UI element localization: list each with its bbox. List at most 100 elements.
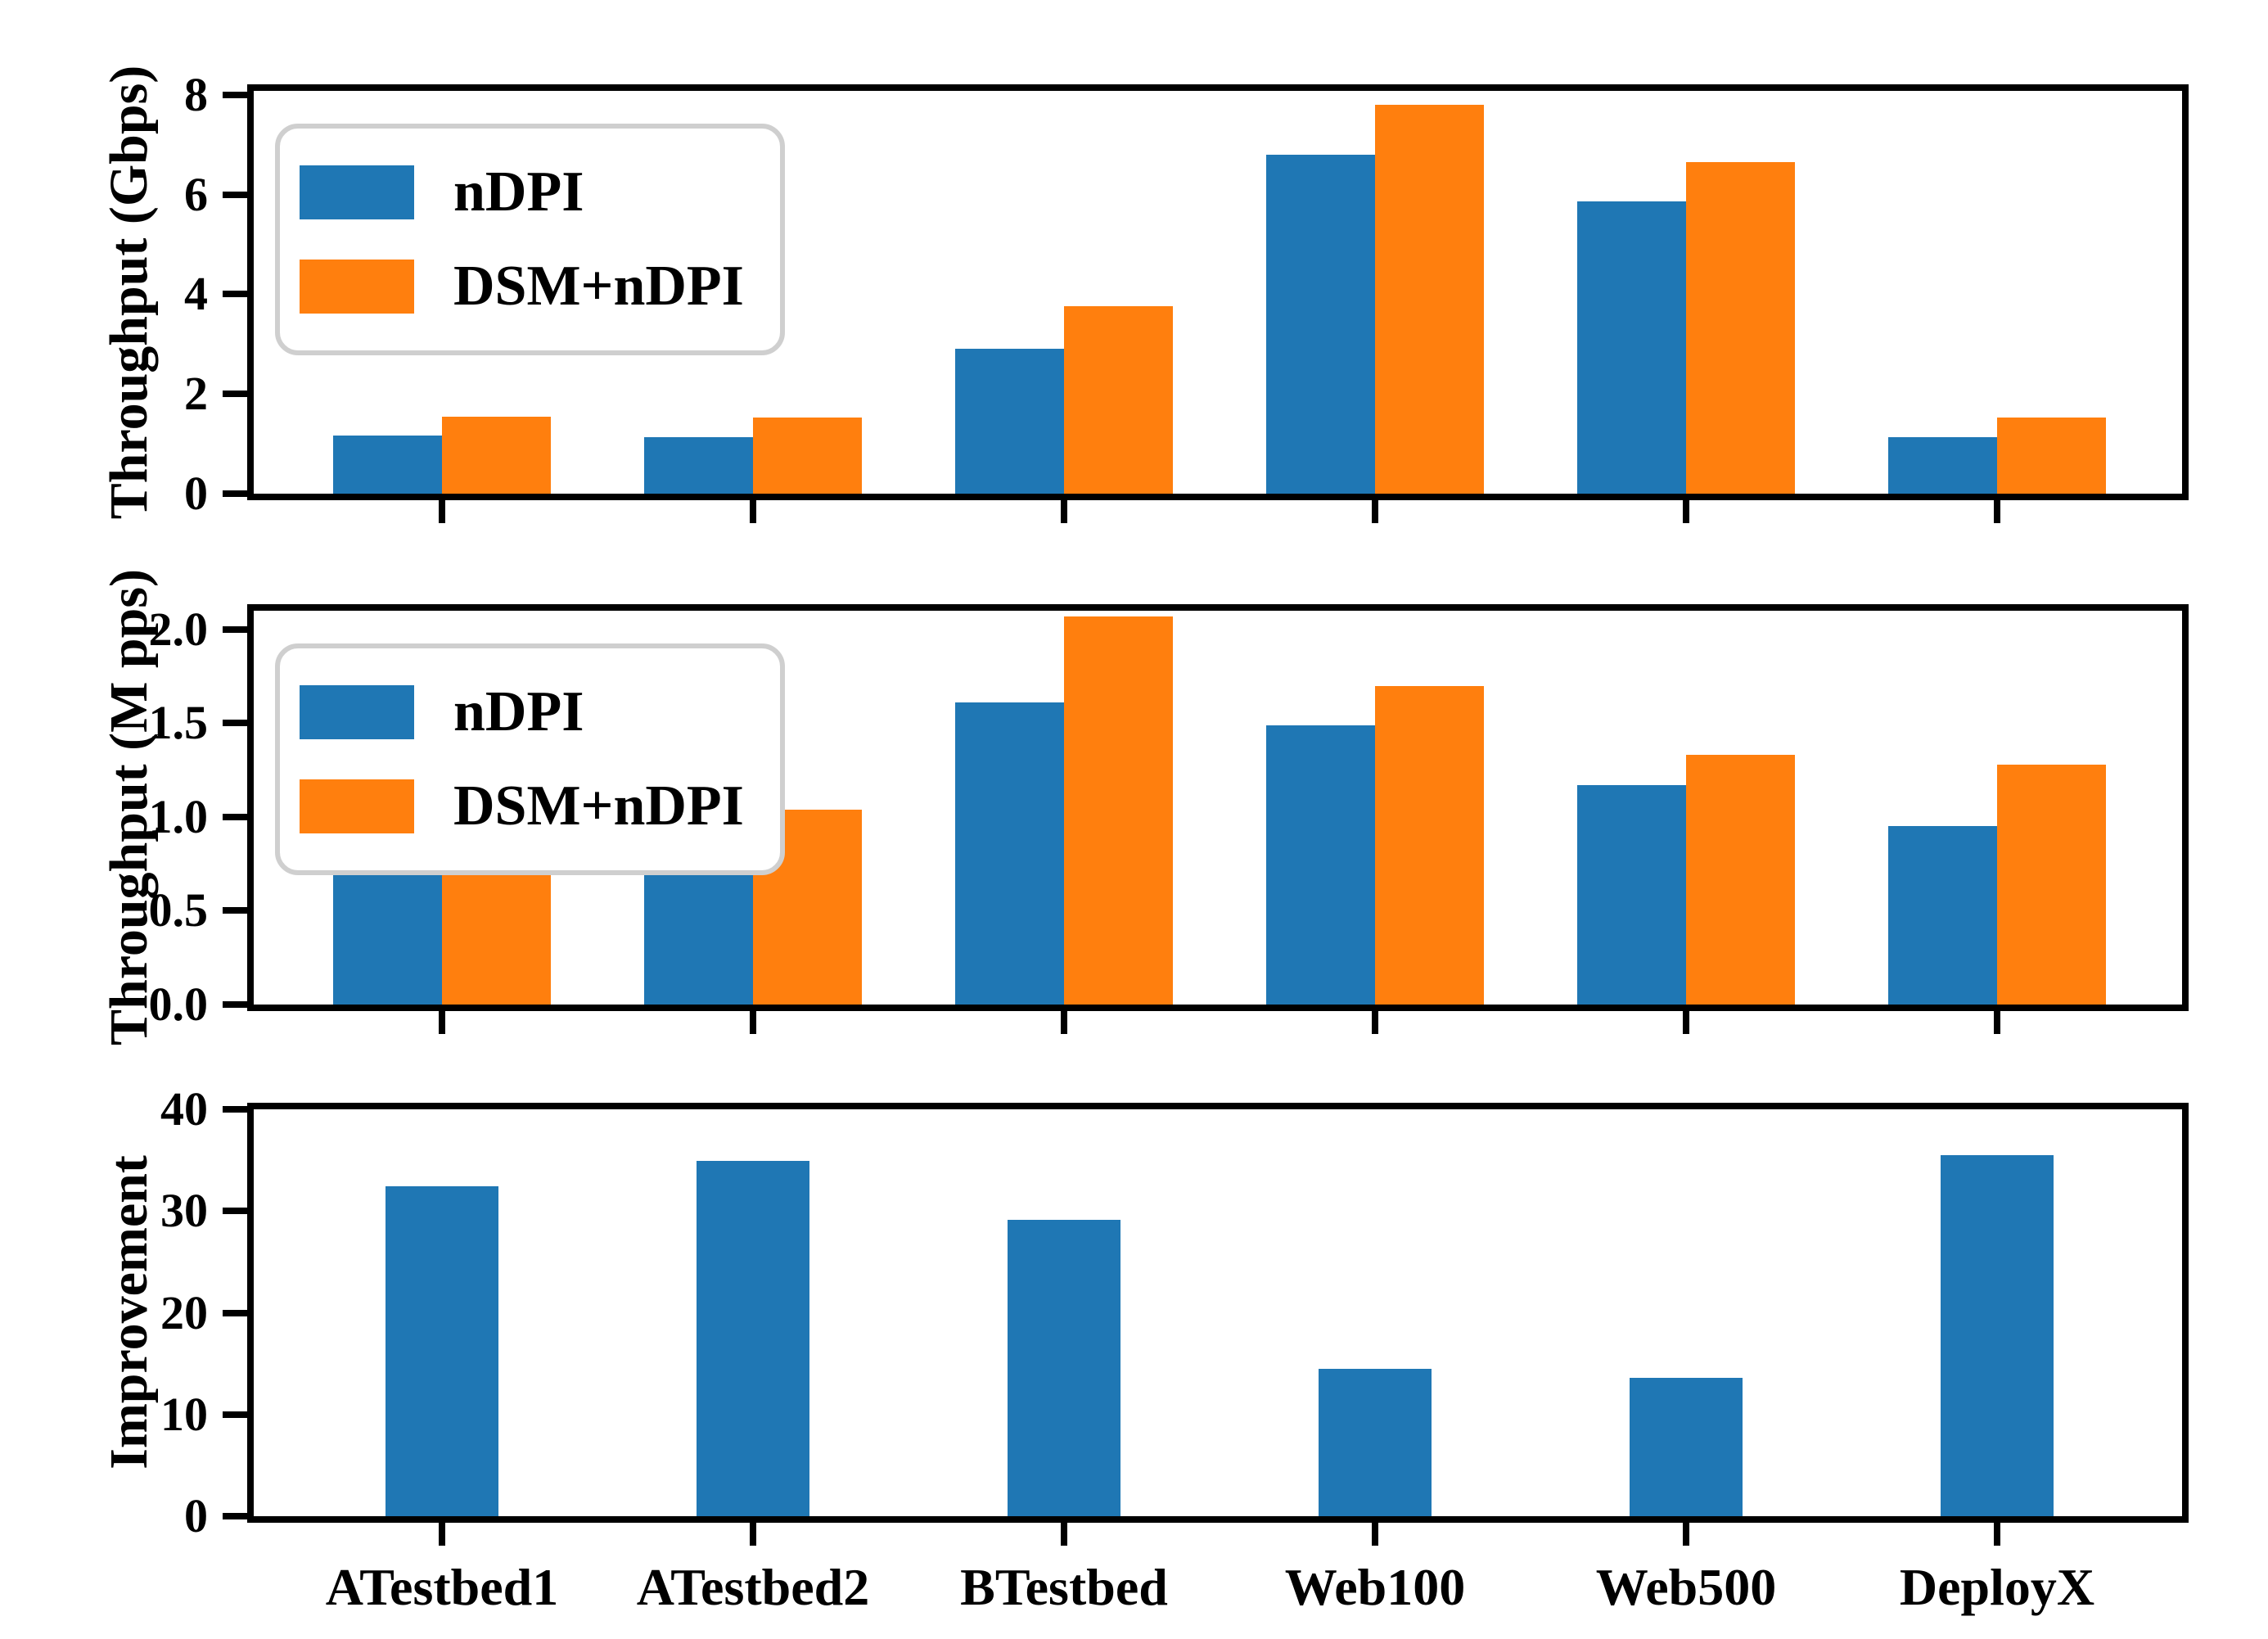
x-category-label-btestbed: BTestbed	[960, 1558, 1168, 1616]
x-category-label-web500: Web500	[1595, 1558, 1777, 1616]
y-tick-label: 40	[160, 1082, 208, 1136]
legend-swatch-dsm-ndpi	[300, 779, 414, 833]
y-tick-label: 20	[160, 1285, 208, 1339]
y-tick-mark	[223, 291, 247, 298]
bar-dsm-ndpi-web500	[1686, 162, 1795, 494]
y-tick-mark	[223, 91, 247, 98]
x-tick-mark	[750, 1011, 756, 1034]
bar-ndpi-atestbed2	[644, 437, 753, 494]
x-category-label-deployx: DeployX	[1899, 1558, 2095, 1616]
bar-ndpi-web500	[1577, 201, 1686, 494]
y-tick-label: 2.0	[148, 602, 209, 656]
y-tick-label: 6	[184, 167, 208, 221]
bar-improvement-web500	[1630, 1378, 1743, 1516]
bar-improvement-web100	[1319, 1368, 1432, 1516]
bar-ndpi-deployx	[1888, 826, 1997, 1005]
bar-dsm-ndpi-deployx	[1997, 417, 2106, 494]
x-tick-mark	[1683, 1011, 1689, 1034]
axes-subplot-1: nDPI DSM+nDPI	[247, 604, 2189, 1011]
bar-ndpi-web100	[1266, 154, 1375, 494]
bar-ndpi-atestbed2	[644, 860, 753, 1005]
legend-swatch-dsm-ndpi	[300, 259, 414, 314]
bar-dsm-ndpi-web100	[1375, 105, 1484, 494]
bar-improvement-atestbed1	[386, 1186, 498, 1516]
y-tick-label: 4	[184, 267, 208, 321]
y-tick-label: 0	[184, 1489, 208, 1542]
y-tick-mark	[223, 1513, 247, 1519]
y-tick-label: 10	[160, 1387, 208, 1441]
legend-row: nDPI	[300, 680, 744, 746]
bar-ndpi-web100	[1266, 725, 1375, 1005]
y-tick-label: 2	[184, 367, 208, 421]
y-tick-mark	[223, 1208, 247, 1215]
y-tick-mark	[223, 490, 247, 497]
y-tick-label: 0.5	[148, 883, 209, 937]
bar-improvement-atestbed2	[697, 1161, 809, 1516]
bar-dsm-ndpi-atestbed2	[753, 417, 862, 494]
legend-label: nDPI	[453, 680, 584, 743]
x-tick-mark	[439, 1011, 445, 1034]
legend-row: DSM+nDPI	[300, 774, 744, 840]
y-tick-mark	[223, 1309, 247, 1316]
x-tick-mark	[1994, 500, 2000, 523]
legend-swatch-ndpi	[300, 685, 414, 740]
axes-subplot-2	[247, 1103, 2189, 1523]
x-tick-mark	[1061, 500, 1067, 523]
y-tick-label: 1.5	[148, 696, 209, 750]
x-tick-mark	[1683, 500, 1689, 523]
x-tick-mark	[750, 500, 756, 523]
y-tick-mark	[223, 391, 247, 398]
x-tick-mark	[1994, 1011, 2000, 1034]
bar-ndpi-btestbed	[955, 702, 1064, 1005]
x-tick-mark	[1372, 500, 1378, 523]
bar-dsm-ndpi-web100	[1375, 685, 1484, 1005]
y-tick-label: 30	[160, 1184, 208, 1238]
bar-ndpi-btestbed	[955, 349, 1064, 494]
x-category-label-atestbed2: ATestbed2	[636, 1558, 870, 1616]
bar-ndpi-web500	[1577, 785, 1686, 1005]
axes-subplot-0: nDPI DSM+nDPI	[247, 84, 2189, 500]
x-tick-mark	[1372, 1523, 1378, 1546]
bar-dsm-ndpi-web500	[1686, 755, 1795, 1005]
legend-label: DSM+nDPI	[453, 774, 744, 838]
y-tick-mark	[223, 720, 247, 727]
legend-label: DSM+nDPI	[453, 254, 744, 318]
y-tick-mark	[223, 907, 247, 914]
bar-improvement-btestbed	[1008, 1220, 1120, 1516]
legend-row: nDPI	[300, 160, 744, 226]
legend-box: nDPI DSM+nDPI	[275, 124, 785, 355]
y-tick-mark	[223, 1106, 247, 1113]
y-tick-mark	[223, 1411, 247, 1418]
bar-dsm-ndpi-btestbed	[1064, 306, 1173, 494]
y-tick-mark	[223, 625, 247, 633]
bar-improvement-deployx	[1941, 1154, 2054, 1516]
legend-label: nDPI	[453, 160, 584, 224]
legend-box: nDPI DSM+nDPI	[275, 643, 785, 875]
bar-dsm-ndpi-deployx	[1997, 764, 2106, 1005]
y-tick-mark	[223, 191, 247, 198]
x-tick-mark	[750, 1523, 756, 1546]
x-tick-mark	[1061, 1523, 1067, 1546]
y-tick-label: 8	[184, 67, 208, 121]
x-tick-mark	[1994, 1523, 2000, 1546]
y-tick-label: 0.0	[148, 978, 209, 1031]
y-tick-label: 0	[184, 467, 208, 520]
bar-dsm-ndpi-atestbed1	[442, 416, 551, 494]
bar-ndpi-atestbed1	[333, 852, 442, 1005]
y-tick-mark	[223, 813, 247, 820]
y-tick-mark	[223, 1001, 247, 1008]
legend-row: DSM+nDPI	[300, 254, 744, 320]
x-category-label-atestbed1: ATestbed1	[325, 1558, 559, 1616]
bar-ndpi-atestbed1	[333, 435, 442, 494]
x-tick-mark	[439, 1523, 445, 1546]
y-tick-label: 1.0	[148, 789, 209, 843]
x-category-label-web100: Web100	[1284, 1558, 1466, 1616]
bar-dsm-ndpi-btestbed	[1064, 616, 1173, 1005]
legend-swatch-ndpi	[300, 165, 414, 220]
x-tick-mark	[439, 500, 445, 523]
x-tick-mark	[1061, 1011, 1067, 1034]
bar-ndpi-deployx	[1888, 436, 1997, 494]
x-tick-mark	[1372, 1011, 1378, 1034]
x-tick-mark	[1683, 1523, 1689, 1546]
